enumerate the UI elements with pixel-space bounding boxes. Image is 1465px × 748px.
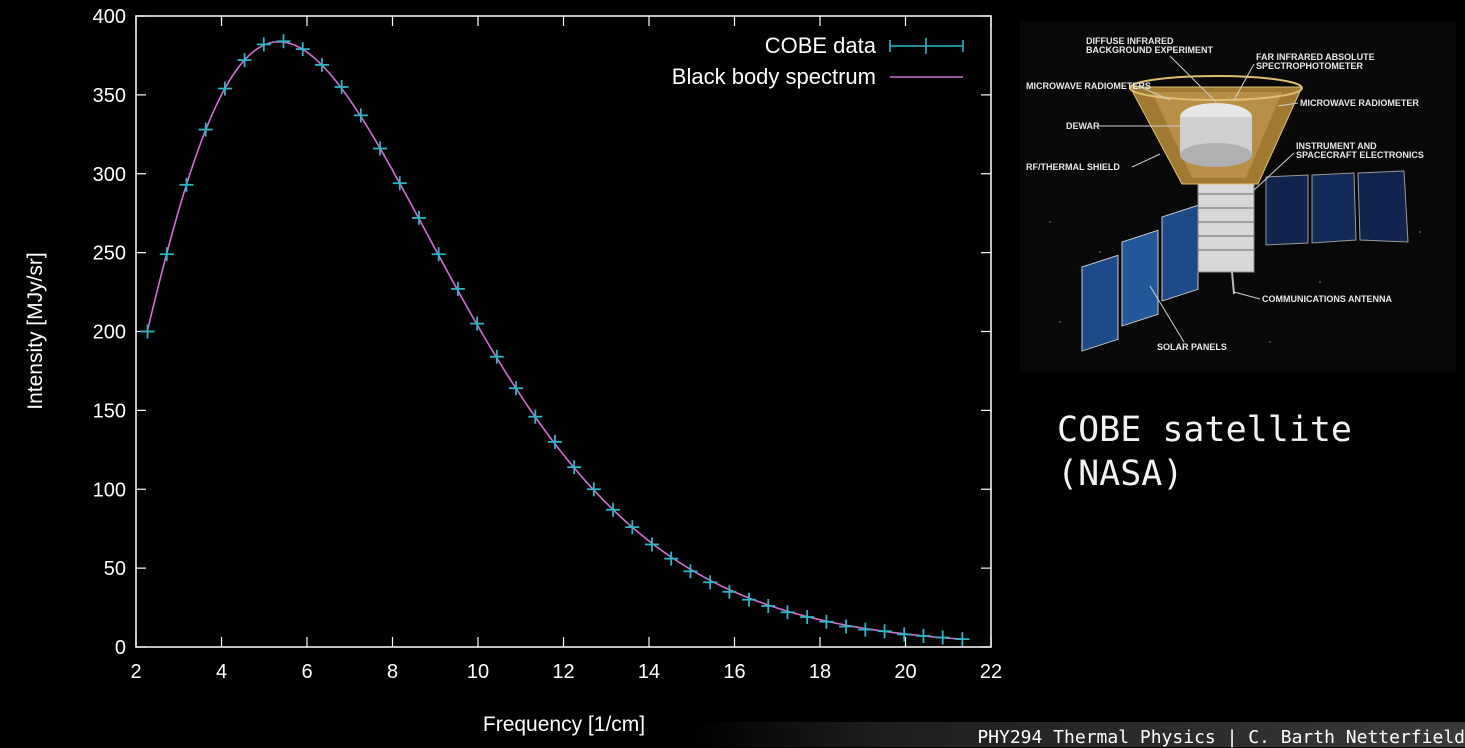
data-point — [703, 575, 718, 590]
x-tick-label: 6 — [301, 661, 312, 683]
svg-text:SPACECRAFT ELECTRONICS: SPACECRAFT ELECTRONICS — [1296, 150, 1424, 160]
x-tick-label: 14 — [638, 661, 660, 683]
satellite-caption: COBE satellite (NASA) — [1057, 410, 1353, 494]
data-point — [547, 434, 562, 449]
svg-text:RF/THERMAL SHIELD: RF/THERMAL SHIELD — [1026, 162, 1120, 172]
data-point — [664, 551, 679, 566]
x-tick-label: 18 — [809, 661, 831, 683]
x-tick-label: 20 — [894, 661, 916, 683]
data-point — [916, 628, 931, 643]
data-point — [353, 108, 368, 123]
data-point — [877, 624, 892, 639]
data-point — [567, 460, 582, 475]
data-point — [625, 520, 640, 535]
y-tick-label: 400 — [93, 6, 126, 28]
data-point — [198, 122, 213, 137]
svg-text:INSTRUMENT AND: INSTRUMENT AND — [1296, 141, 1377, 151]
y-tick-label: 50 — [104, 558, 126, 580]
cobe-data-points — [140, 34, 970, 647]
series-line-black-body-spectrum — [146, 40, 962, 640]
svg-text:DIFFUSE INFRARED: DIFFUSE INFRARED — [1086, 36, 1174, 46]
legend: COBE data Black body spectrum — [672, 33, 964, 89]
y-tick-label: 200 — [93, 322, 126, 344]
data-point — [470, 316, 485, 331]
y-axis-title: Intensity [MJy/sr] — [24, 252, 47, 410]
data-point — [314, 57, 329, 72]
y-tick-label: 0 — [115, 637, 126, 659]
x-tick-label: 4 — [216, 661, 227, 683]
data-point — [780, 605, 795, 620]
x-tick-label: 22 — [980, 661, 1002, 683]
cobe-satellite-illustration: DIFFUSE INFRARED BACKGROUND EXPERIMENT FA… — [1020, 22, 1456, 372]
right-solar-panels — [1265, 170, 1409, 246]
data-point — [159, 247, 174, 262]
y-tick-label: 150 — [93, 400, 126, 422]
legend-label-black-body-spectrum: Black body spectrum — [672, 64, 876, 89]
data-point — [722, 584, 737, 599]
svg-text:BACKGROUND EXPERIMENT: BACKGROUND EXPERIMENT — [1086, 45, 1214, 55]
x-tick-label: 12 — [552, 661, 574, 683]
data-point — [858, 622, 873, 637]
y-tick-label: 250 — [93, 243, 126, 265]
data-point — [955, 632, 970, 647]
y-tick-label: 350 — [93, 85, 126, 107]
spacecraft-body — [1197, 181, 1255, 273]
data-point — [140, 324, 155, 339]
data-point — [819, 614, 834, 629]
cobe-spectrum-chart: 2 4 6 8 10 12 14 16 18 20 22 0 50 100 150 200 250 300 350 4… — [24, 6, 1003, 736]
data-point — [392, 176, 407, 191]
data-point — [742, 592, 757, 607]
data-point — [217, 81, 232, 96]
x-axis-title: Frequency [1/cm] — [483, 713, 645, 736]
svg-text:FAR INFRARED ABSOLUTE: FAR INFRARED ABSOLUTE — [1256, 52, 1375, 62]
data-point — [644, 537, 659, 552]
legend-swatch-cobe-data — [889, 38, 964, 54]
svg-text:MICROWAVE RADIOMETERS: MICROWAVE RADIOMETERS — [1026, 81, 1151, 91]
data-point — [509, 381, 524, 396]
y-tick-label: 100 — [93, 479, 126, 501]
svg-text:SPECTROPHOTOMETER: SPECTROPHOTOMETER — [1256, 61, 1363, 71]
svg-text:COMMUNICATIONS ANTENNA: COMMUNICATIONS ANTENNA — [1262, 294, 1392, 304]
data-point — [373, 141, 388, 156]
data-point — [295, 42, 310, 57]
data-point — [412, 210, 427, 225]
data-point — [800, 610, 815, 625]
data-point — [897, 627, 912, 642]
data-point — [683, 564, 698, 579]
x-tick-label: 2 — [130, 661, 141, 683]
legend-label-cobe-data: COBE data — [765, 33, 877, 58]
data-point — [606, 502, 621, 517]
data-point — [489, 349, 504, 364]
footer-bar — [690, 722, 1465, 747]
data-point — [431, 247, 446, 262]
svg-text:DEWAR: DEWAR — [1066, 121, 1100, 131]
data-point — [256, 37, 271, 52]
data-point — [334, 79, 349, 94]
x-tick-label: 10 — [467, 661, 489, 683]
tick-labels: 2 4 6 8 10 12 14 16 18 20 22 0 50 100 150 200 250 300 350 4… — [93, 6, 1003, 683]
data-point — [528, 409, 543, 424]
data-point — [450, 281, 465, 296]
svg-text:MICROWAVE RADIOMETER: MICROWAVE RADIOMETER — [1300, 98, 1419, 108]
axis-ticks — [135, 15, 992, 648]
data-point — [276, 34, 291, 49]
left-solar-panels — [1081, 204, 1199, 352]
data-point — [935, 630, 950, 645]
footer-text: PHY294 Thermal Physics | C. Barth Netter… — [977, 727, 1465, 748]
data-point — [761, 598, 776, 613]
x-tick-label: 16 — [723, 661, 745, 683]
data-point — [586, 482, 601, 497]
svg-text:SOLAR PANELS: SOLAR PANELS — [1157, 342, 1227, 352]
plot-frame — [135, 15, 992, 648]
data-point — [179, 177, 194, 192]
data-point — [839, 619, 854, 634]
x-tick-label: 8 — [387, 661, 398, 683]
data-point — [237, 53, 252, 68]
y-tick-label: 300 — [93, 164, 126, 186]
